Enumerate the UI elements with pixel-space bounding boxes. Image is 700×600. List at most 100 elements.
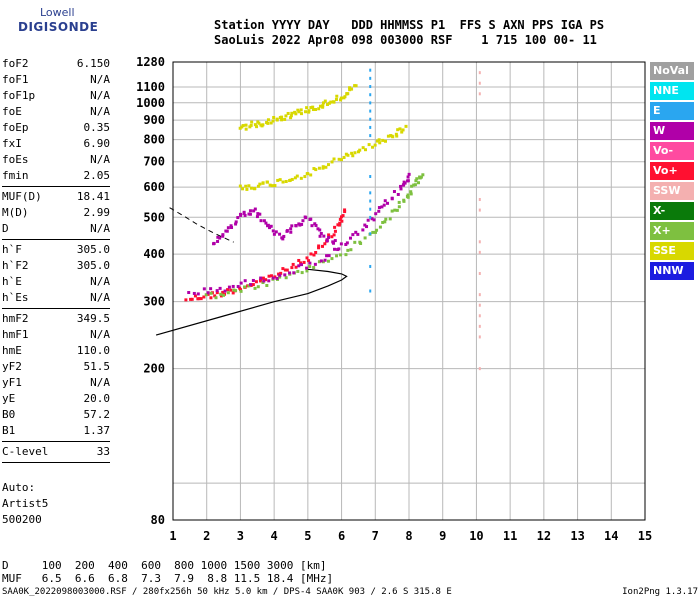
dashed-curve [169,207,234,243]
trace-point [343,208,347,212]
trace-point [245,187,249,191]
trace-point [321,101,325,105]
y-tick-label: 900 [143,113,165,127]
param-value: N/A [90,105,110,118]
trace-point [265,283,269,287]
param-row: foF2 6.150 [2,56,110,72]
profile-curve [155,268,348,336]
trace-point [318,104,322,108]
trace-point [290,224,294,228]
trace-point [417,181,421,185]
streak-point [478,272,481,276]
trace-point [241,187,245,191]
header-line2: SaoLuis 2022 Apr08 098 003000 RSF 1 715 … [214,33,597,47]
trace-point [305,266,309,270]
trace-point [384,217,388,221]
trace-point [366,218,370,222]
trace-point [399,184,403,188]
trace-point [243,285,247,289]
trace-point [206,292,210,296]
trace-point [406,175,410,179]
trace-point [406,193,410,197]
trace-point [248,212,252,216]
x-tick-label: 5 [304,529,311,543]
param-row: foF1 N/A [2,72,110,88]
trace-point [300,263,304,267]
trace-point [212,241,216,245]
param-name: hmF2 [2,312,29,325]
trace-point [231,291,235,295]
param-row: h`E N/A [2,274,110,290]
trace-point [219,292,223,296]
trace-point [264,278,268,282]
trace-point [204,293,208,297]
legend-item-w: W [650,122,694,140]
trace-point [209,291,213,295]
trace-point [221,234,225,238]
trace-point [273,275,277,279]
param-row: B1 1.37 [2,423,110,439]
trace-point [358,148,362,152]
trace-point [363,236,367,240]
trace-point [209,296,213,300]
y-tick-label: 600 [143,180,165,194]
trace-point [234,222,238,226]
trace-point [241,124,245,128]
streak-point [369,215,372,219]
trace-point [229,288,233,292]
trace-point [247,184,251,188]
param-value: 1.37 [83,424,111,437]
trace-point [337,157,341,161]
trace-point [378,141,382,145]
trace-point [306,172,310,176]
param-value: 110.0 [76,344,110,357]
streak-point [478,71,481,75]
trace-point [321,260,325,264]
trace-point [219,294,223,298]
trace-point [216,239,220,243]
trace-point [231,284,235,288]
trace-point [357,150,361,154]
trace-point [278,275,282,279]
trace-point [372,218,376,222]
trace-point [258,212,262,216]
param-value: N/A [90,328,110,341]
streak-point [369,76,372,80]
param-name: yF1 [2,376,22,389]
trace-point [202,287,206,291]
trace-point [342,155,346,159]
trace-point [361,228,365,232]
trace-point [418,175,422,179]
trace-point [218,236,222,240]
trace-point [294,224,298,228]
streak-point [369,93,372,97]
param-name: h`F2 [2,259,29,272]
trace-point [289,230,293,234]
trace-point [332,100,336,104]
trace-point [270,184,274,188]
trace-point [259,219,263,223]
trace-point [341,214,345,218]
param-row: MUF(D) 18.41 [2,189,110,205]
trace-point [365,225,369,229]
param-name: fxI [2,137,22,150]
trace-point [333,225,337,229]
trace-point [249,123,253,127]
trace-point [259,123,263,127]
trace-point [266,118,270,122]
trace-point [252,187,256,191]
param-row: h`F2 305.0 [2,258,110,274]
trace-point [307,109,311,113]
trace-point [278,273,282,277]
auto-label: Auto: [2,481,36,494]
trace-point [317,107,321,111]
trace-point [258,182,262,186]
trace-point [239,212,243,216]
trace-point [402,180,406,184]
trace-point [266,224,270,228]
trace-point [383,139,387,143]
trace-point [395,134,399,138]
trace-point [267,274,271,278]
trace-point [320,244,324,248]
